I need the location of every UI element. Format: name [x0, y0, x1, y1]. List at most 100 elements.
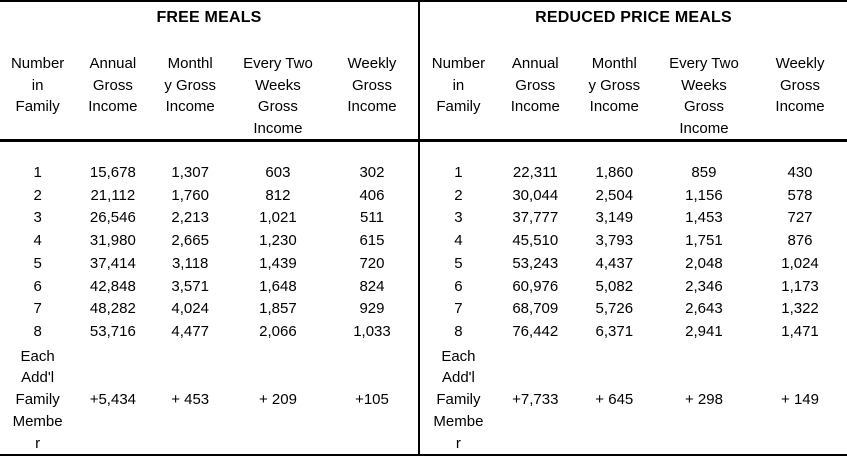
table-cell: 53,716	[89, 322, 136, 340]
additional-member-value: + 645	[595, 390, 634, 408]
table-cell: 824	[359, 277, 385, 295]
table-cell: 1,156	[685, 186, 723, 204]
column-header-row: Number in Family Annual Gross Income Mon…	[0, 53, 418, 139]
table-cell: 2,048	[685, 254, 723, 272]
additional-member-value: + 149	[781, 390, 819, 408]
table-cell: 430	[787, 164, 813, 181]
table-cell: 1,453	[685, 209, 723, 227]
table-cell: 2	[33, 186, 42, 204]
additional-member-row: Each Add'l Family Membe r +7,733 + 645 +…	[420, 346, 847, 455]
additional-member-value: + 298	[684, 390, 723, 408]
table-cell: 76,442	[512, 322, 559, 340]
additional-member-value: + 209	[258, 390, 297, 408]
column-header-monthly-gross-income: Monthl y Gross Income	[164, 55, 217, 115]
table-cell: 1,648	[259, 277, 297, 295]
table-cell: 578	[787, 186, 813, 204]
table-cell: 3,149	[595, 209, 634, 227]
additional-member-row: Each Add'l Family Membe r +5,434 + 453 +…	[0, 346, 418, 455]
table-row: 8 76,442 6,371 2,941 1,471	[420, 321, 847, 344]
table-row: 3 37,777 3,149 1,453 727	[420, 207, 847, 230]
table-cell: 48,282	[89, 300, 136, 318]
table-row: 6 60,976 5,082 2,346 1,173	[420, 276, 847, 299]
column-header-annual-gross-income: Annual Gross Income	[510, 55, 560, 115]
table-cell: 603	[265, 164, 291, 181]
table-title: FREE MEALS	[156, 9, 262, 26]
column-header-biweekly-gross-income: Every Two Weeks Gross Income	[669, 55, 739, 137]
table-cell: 45,510	[512, 232, 559, 250]
table-cell: 4,437	[595, 254, 634, 272]
table-cell: 1,751	[685, 232, 723, 250]
table-cell: 2,504	[595, 186, 634, 204]
table-cell: 3,118	[171, 254, 209, 272]
free-meals-section: FREE MEALS Number in Family Annual Gross…	[0, 2, 418, 454]
additional-member-label: Each Add'l Family Membe r	[12, 347, 63, 452]
table-cell: 8	[33, 322, 42, 340]
table-cell: 302	[359, 164, 385, 181]
table-cell: 929	[359, 300, 385, 318]
table-cell: 22,311	[512, 164, 558, 181]
column-header-weekly-gross-income: Weekly Gross Income	[347, 55, 397, 115]
table-cell: 5	[454, 254, 463, 272]
table-row: 1 15,678 1,307 603 302	[0, 162, 418, 185]
table-cell: 2,346	[685, 277, 723, 295]
table-cell: 812	[265, 186, 291, 204]
table-row: 2 21,112 1,760 812 406	[0, 185, 418, 208]
table-cell: 2,066	[259, 322, 297, 340]
table-cell: 1,857	[259, 300, 297, 318]
table-cell: 26,546	[89, 209, 136, 227]
table-row: 7 48,282 4,024 1,857 929	[0, 298, 418, 321]
table-cell: 5,082	[595, 277, 634, 295]
additional-member-value: +5,434	[89, 390, 136, 408]
table-cell: 3,571	[171, 277, 209, 295]
table-cell: 7	[454, 300, 463, 318]
reduced-price-meals-body: 1 22,311 1,860 859 430 2 30,044 2,504 1,…	[420, 142, 847, 455]
table-cell: 2,941	[685, 322, 723, 340]
table-cell: 2	[454, 186, 463, 204]
column-header-number-in-family: Number in Family	[10, 55, 65, 115]
table-cell: 406	[359, 186, 385, 204]
column-header-monthly-gross-income: Monthl y Gross Income	[588, 55, 641, 115]
table-cell: 8	[454, 322, 463, 340]
table-cell: 4,477	[171, 322, 209, 340]
table-cell: 1,471	[781, 322, 819, 340]
table-cell: 30,044	[512, 186, 559, 204]
table-cell: 511	[360, 209, 384, 227]
column-header-number-in-family: Number in Family	[431, 55, 486, 115]
table-row: 2 30,044 2,504 1,156 578	[420, 185, 847, 208]
table-cell: 60,976	[512, 277, 559, 295]
table-cell: 5	[33, 254, 42, 272]
column-header-annual-gross-income: Annual Gross Income	[88, 55, 138, 115]
table-row: 5 53,243 4,437 2,048 1,024	[420, 253, 847, 276]
table-row: 4 31,980 2,665 1,230 615	[0, 230, 418, 253]
table-cell: 3	[454, 209, 463, 227]
table-row: 1 22,311 1,860 859 430	[420, 162, 847, 185]
additional-member-label: Each Add'l Family Membe r	[433, 347, 484, 452]
table-cell: 4	[454, 232, 463, 250]
table-cell: 720	[359, 254, 385, 272]
table-cell: 615	[359, 232, 385, 250]
table-row: 8 53,716 4,477 2,066 1,033	[0, 321, 418, 344]
table-cell: 15,678	[89, 164, 136, 181]
table-cell: 2,665	[171, 232, 209, 250]
table-cell: 6	[454, 277, 463, 295]
column-header-weekly-gross-income: Weekly Gross Income	[775, 55, 825, 115]
table-cell: 2,643	[685, 300, 723, 318]
table-cell: 6,371	[595, 322, 634, 340]
table-cell: 1,860	[595, 164, 634, 181]
table-cell: 1,173	[781, 277, 819, 295]
table-cell: 42,848	[89, 277, 136, 295]
reduced-price-meals-section: REDUCED PRICE MEALS Number in Family Ann…	[420, 2, 847, 454]
table-cell: 37,414	[89, 254, 136, 272]
table-cell: 3	[33, 209, 42, 227]
reduced-price-meals-header: REDUCED PRICE MEALS Number in Family Ann…	[420, 2, 847, 142]
table-cell: 1,322	[781, 300, 819, 318]
table-cell: 1,021	[259, 209, 297, 227]
table-cell: 7	[33, 300, 42, 318]
table-row: 4 45,510 3,793 1,751 876	[420, 230, 847, 253]
table-cell: 1	[33, 164, 42, 181]
table-cell: 859	[691, 164, 717, 181]
table-row: 5 37,414 3,118 1,439 720	[0, 253, 418, 276]
table-row: 6 42,848 3,571 1,648 824	[0, 276, 418, 299]
free-meals-body: 1 15,678 1,307 603 302 2 21,112 1,760 81…	[0, 142, 418, 455]
